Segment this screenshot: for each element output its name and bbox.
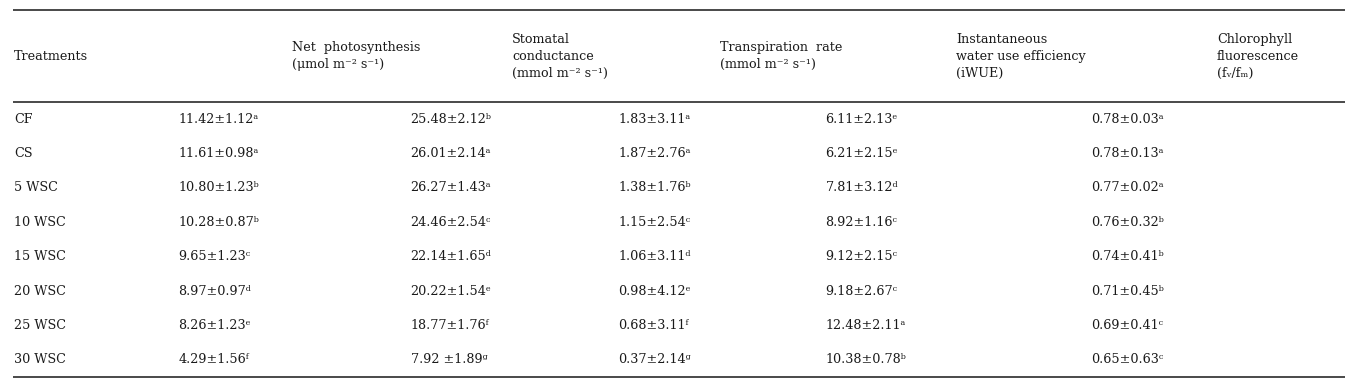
Text: 1.83±3.11ᵃ: 1.83±3.11ᵃ bbox=[618, 113, 690, 126]
Text: CS: CS bbox=[14, 147, 33, 160]
Text: 25 WSC: 25 WSC bbox=[14, 319, 66, 332]
Text: 12.48±2.11ᵃ: 12.48±2.11ᵃ bbox=[825, 319, 906, 332]
Text: 1.15±2.54ᶜ: 1.15±2.54ᶜ bbox=[618, 216, 690, 229]
Text: 6.11±2.13ᵉ: 6.11±2.13ᵉ bbox=[825, 113, 898, 126]
Text: 0.71±0.45ᵇ: 0.71±0.45ᵇ bbox=[1091, 284, 1164, 298]
Text: 30 WSC: 30 WSC bbox=[14, 353, 66, 366]
Text: 8.92±1.16ᶜ: 8.92±1.16ᶜ bbox=[825, 216, 897, 229]
Text: 10.38±0.78ᵇ: 10.38±0.78ᵇ bbox=[825, 353, 906, 366]
Text: 0.76±0.32ᵇ: 0.76±0.32ᵇ bbox=[1091, 216, 1164, 229]
Text: 25.48±2.12ᵇ: 25.48±2.12ᵇ bbox=[411, 113, 492, 126]
Text: 0.65±0.63ᶜ: 0.65±0.63ᶜ bbox=[1091, 353, 1164, 366]
Text: 24.46±2.54ᶜ: 24.46±2.54ᶜ bbox=[411, 216, 491, 229]
Text: 9.18±2.67ᶜ: 9.18±2.67ᶜ bbox=[825, 284, 897, 298]
Text: 18.77±1.76ᶠ: 18.77±1.76ᶠ bbox=[411, 319, 489, 332]
Text: 0.74±0.41ᵇ: 0.74±0.41ᵇ bbox=[1091, 250, 1164, 263]
Text: 22.14±1.65ᵈ: 22.14±1.65ᵈ bbox=[411, 250, 492, 263]
Text: 26.27±1.43ᵃ: 26.27±1.43ᵃ bbox=[411, 182, 492, 194]
Text: Stomatal
conductance
(mmol m⁻² s⁻¹): Stomatal conductance (mmol m⁻² s⁻¹) bbox=[512, 33, 608, 79]
Text: 11.61±0.98ᵃ: 11.61±0.98ᵃ bbox=[179, 147, 259, 160]
Text: 7.92 ±1.89ᵍ: 7.92 ±1.89ᵍ bbox=[411, 353, 488, 366]
Text: Instantaneous
water use efficiency
(iWUE): Instantaneous water use efficiency (iWUE… bbox=[957, 33, 1087, 79]
Text: Treatments: Treatments bbox=[14, 50, 88, 62]
Text: 0.68±3.11ᶠ: 0.68±3.11ᶠ bbox=[618, 319, 688, 332]
Text: 1.87±2.76ᵃ: 1.87±2.76ᵃ bbox=[618, 147, 691, 160]
Text: 26.01±2.14ᵃ: 26.01±2.14ᵃ bbox=[411, 147, 491, 160]
Text: 10.28±0.87ᵇ: 10.28±0.87ᵇ bbox=[179, 216, 259, 229]
Text: 6.21±2.15ᵉ: 6.21±2.15ᵉ bbox=[825, 147, 898, 160]
Text: 1.38±1.76ᵇ: 1.38±1.76ᵇ bbox=[618, 182, 691, 194]
Text: 0.69±0.41ᶜ: 0.69±0.41ᶜ bbox=[1091, 319, 1163, 332]
Text: Chlorophyll
fluorescence
(fᵥ/fₘ): Chlorophyll fluorescence (fᵥ/fₘ) bbox=[1217, 33, 1299, 79]
Text: 15 WSC: 15 WSC bbox=[14, 250, 66, 263]
Text: 11.42±1.12ᵃ: 11.42±1.12ᵃ bbox=[179, 113, 259, 126]
Text: 0.77±0.02ᵃ: 0.77±0.02ᵃ bbox=[1091, 182, 1164, 194]
Text: 9.12±2.15ᶜ: 9.12±2.15ᶜ bbox=[825, 250, 897, 263]
Text: 20 WSC: 20 WSC bbox=[14, 284, 66, 298]
Text: 4.29±1.56ᶠ: 4.29±1.56ᶠ bbox=[179, 353, 249, 366]
Text: 7.81±3.12ᵈ: 7.81±3.12ᵈ bbox=[825, 182, 898, 194]
Text: 9.65±1.23ᶜ: 9.65±1.23ᶜ bbox=[179, 250, 251, 263]
Text: 8.26±1.23ᵉ: 8.26±1.23ᵉ bbox=[179, 319, 251, 332]
Text: 10 WSC: 10 WSC bbox=[14, 216, 66, 229]
Text: CF: CF bbox=[14, 113, 33, 126]
Text: Transpiration  rate
(mmol m⁻² s⁻¹): Transpiration rate (mmol m⁻² s⁻¹) bbox=[720, 41, 843, 71]
Text: 1.06±3.11ᵈ: 1.06±3.11ᵈ bbox=[618, 250, 691, 263]
Text: 0.98±4.12ᵉ: 0.98±4.12ᵉ bbox=[618, 284, 691, 298]
Text: Net  photosynthesis
(μmol m⁻² s⁻¹): Net photosynthesis (μmol m⁻² s⁻¹) bbox=[293, 41, 421, 71]
Text: 0.78±0.13ᵃ: 0.78±0.13ᵃ bbox=[1091, 147, 1164, 160]
Text: 5 WSC: 5 WSC bbox=[14, 182, 58, 194]
Text: 0.37±2.14ᵍ: 0.37±2.14ᵍ bbox=[618, 353, 691, 366]
Text: 8.97±0.97ᵈ: 8.97±0.97ᵈ bbox=[179, 284, 251, 298]
Text: 0.78±0.03ᵃ: 0.78±0.03ᵃ bbox=[1091, 113, 1164, 126]
Text: 10.80±1.23ᵇ: 10.80±1.23ᵇ bbox=[179, 182, 259, 194]
Text: 20.22±1.54ᵉ: 20.22±1.54ᵉ bbox=[411, 284, 492, 298]
